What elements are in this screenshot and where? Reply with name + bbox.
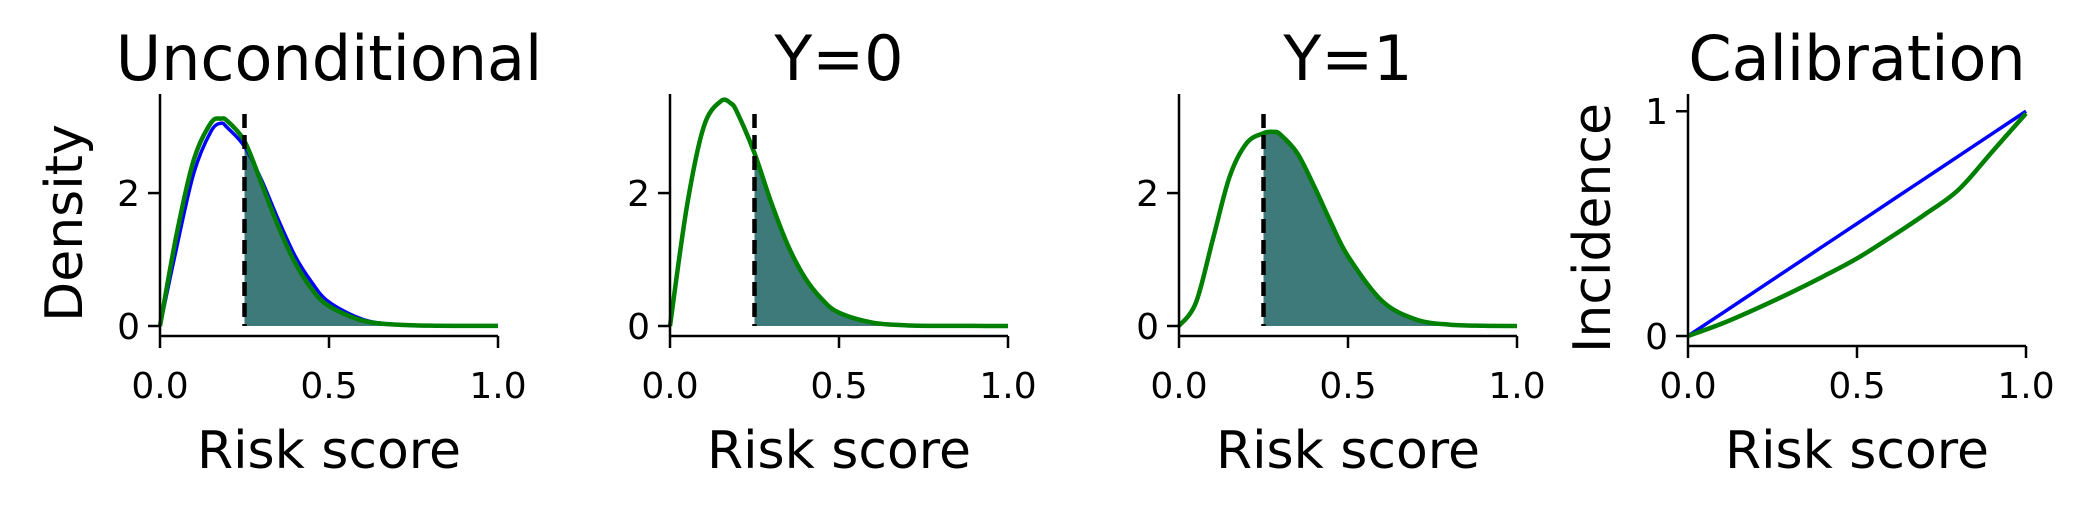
x-tick-label: 0.0 <box>1150 366 1207 407</box>
y-tick-label: 2 <box>627 174 650 215</box>
x-axis-label: Risk score <box>707 421 971 481</box>
x-tick-label: 0.5 <box>1828 366 1885 407</box>
chart-title: Calibration <box>1688 22 2025 95</box>
shaded-area <box>1263 131 1517 326</box>
x-axis-label: Risk score <box>1216 421 1480 481</box>
y-tick-label: 2 <box>1136 174 1159 215</box>
panel-1: 0.0 0.5 1.0 0 2 Unconditional Risk score Densit… <box>35 22 542 481</box>
x-tick-label: 0.5 <box>1319 366 1376 407</box>
y-tick-label: 0 <box>1136 307 1159 348</box>
x-tick-label: 0.0 <box>641 366 698 407</box>
x-tick-label: 0.0 <box>1659 366 1716 407</box>
x-tick-label: 0.0 <box>131 366 188 407</box>
chart-title: Y=0 <box>773 22 903 95</box>
y-tick-label: 2 <box>117 174 140 215</box>
chart-title: Unconditional <box>116 22 543 95</box>
series-line-1 <box>1687 109 2027 338</box>
chart-title: Y=1 <box>1282 22 1412 95</box>
panel-3: 0.0 0.5 1.0 0 2 Y=1 Risk score <box>1136 22 1546 481</box>
x-tick-label: 1.0 <box>1488 366 1545 407</box>
x-tick-label: 1.0 <box>1997 366 2054 407</box>
series-line-1 <box>158 121 499 328</box>
y-axis-label: Incidence <box>1563 103 1623 353</box>
shaded-area <box>754 153 1008 326</box>
shaded-area <box>244 141 498 326</box>
series-line-1 <box>667 97 1009 329</box>
x-tick-label: 1.0 <box>979 366 1036 407</box>
x-tick-label: 0.5 <box>810 366 867 407</box>
y-tick-label: 0 <box>117 307 140 348</box>
series-line-2 <box>157 116 499 329</box>
y-tick-label: 1 <box>1645 92 1668 133</box>
panel-2: 0.0 0.5 1.0 0 2 Y=0 Risk score <box>627 22 1037 481</box>
x-axis-label: Risk score <box>1725 421 1989 481</box>
y-axis-label: Density <box>35 124 95 322</box>
panel-4: 0.0 0.5 1.0 0 1 Calibration Risk score Incidenc… <box>1563 22 2055 481</box>
x-tick-label: 1.0 <box>469 366 526 407</box>
series-line-1 <box>1177 129 1518 329</box>
y-tick-label: 0 <box>1645 317 1668 358</box>
series-line-2 <box>1687 111 2028 339</box>
x-tick-label: 0.5 <box>300 366 357 407</box>
y-tick-label: 0 <box>627 307 650 348</box>
x-axis-label: Risk score <box>197 421 461 481</box>
